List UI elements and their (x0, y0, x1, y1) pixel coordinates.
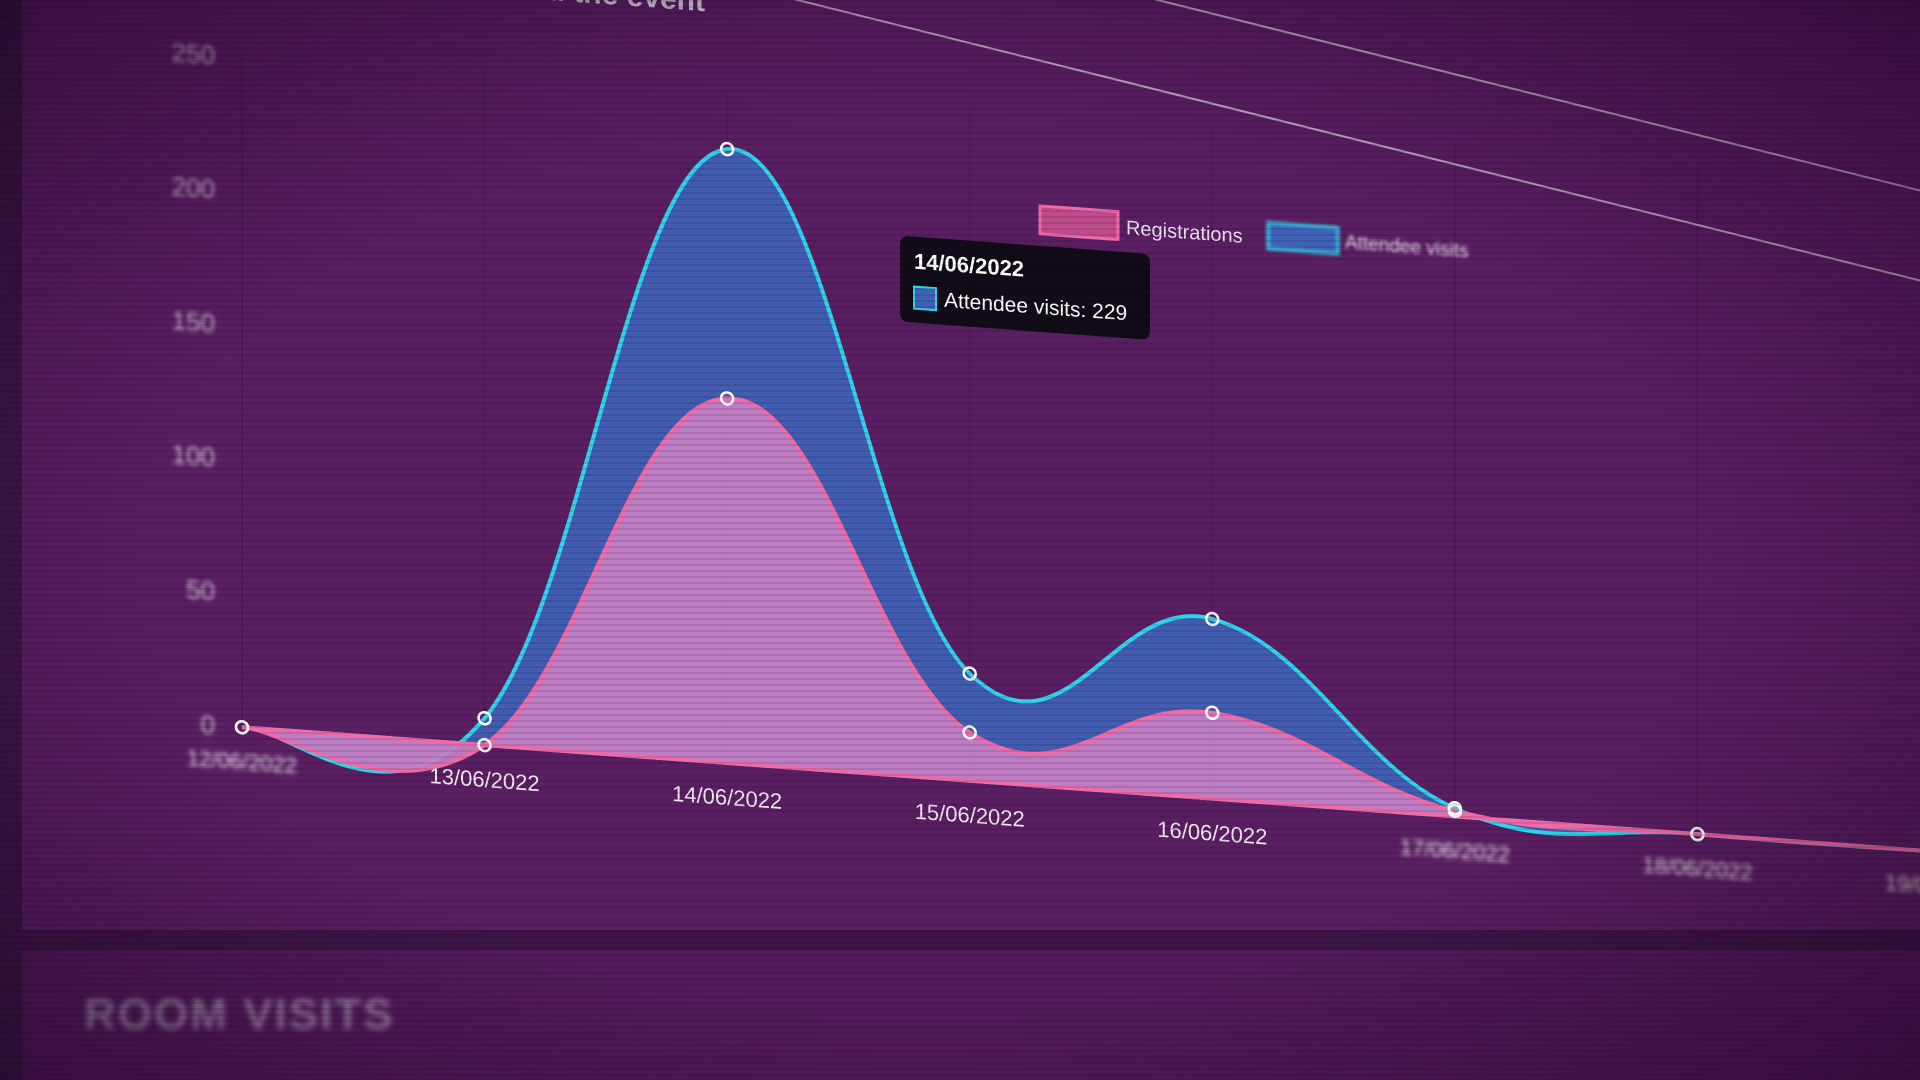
deco-line (899, 0, 1920, 192)
room-visits-heading: ROOM VISITS (84, 990, 395, 1039)
y-tick-label: 100 (172, 439, 215, 472)
chart-title: …ees who entered the event (300, 0, 705, 18)
x-tick-label: 12/06/2022 (187, 745, 297, 778)
legend-swatch-attendee-visits (1266, 221, 1340, 256)
legend-label-attendee-visits: Attendee visits (1345, 232, 1469, 262)
tooltip: 14/06/2022 Attendee visits: 229 (900, 236, 1150, 340)
x-tick-label: 18/06/2022 (1642, 852, 1752, 885)
x-tick-label: 15/06/2022 (915, 799, 1025, 832)
y-tick-label: 0 (201, 709, 215, 740)
y-tick-label: 50 (186, 574, 215, 606)
y-axis-ticks: 0 50 100 150 200 250 (172, 37, 215, 740)
legend-swatch-registrations (1038, 204, 1120, 242)
x-tick-label: 14/06/2022 (672, 781, 782, 814)
y-tick-label: 150 (172, 305, 215, 338)
legend-label-registrations: Registrations (1126, 217, 1243, 248)
x-tick-label: 17/06/2022 (1400, 834, 1510, 867)
x-tick-label: 13/06/2022 (430, 763, 540, 796)
registrations-area (241, 396, 1920, 854)
y-tick-label: 200 (172, 171, 215, 204)
y-tick-label: 250 (172, 37, 215, 70)
x-tick-label: 19/06/2022 (1885, 870, 1920, 903)
x-tick-label: 16/06/2022 (1157, 817, 1267, 850)
legend-item-attendee-visits[interactable]: Attendee visits (1266, 221, 1469, 264)
tooltip-swatch (913, 285, 937, 312)
